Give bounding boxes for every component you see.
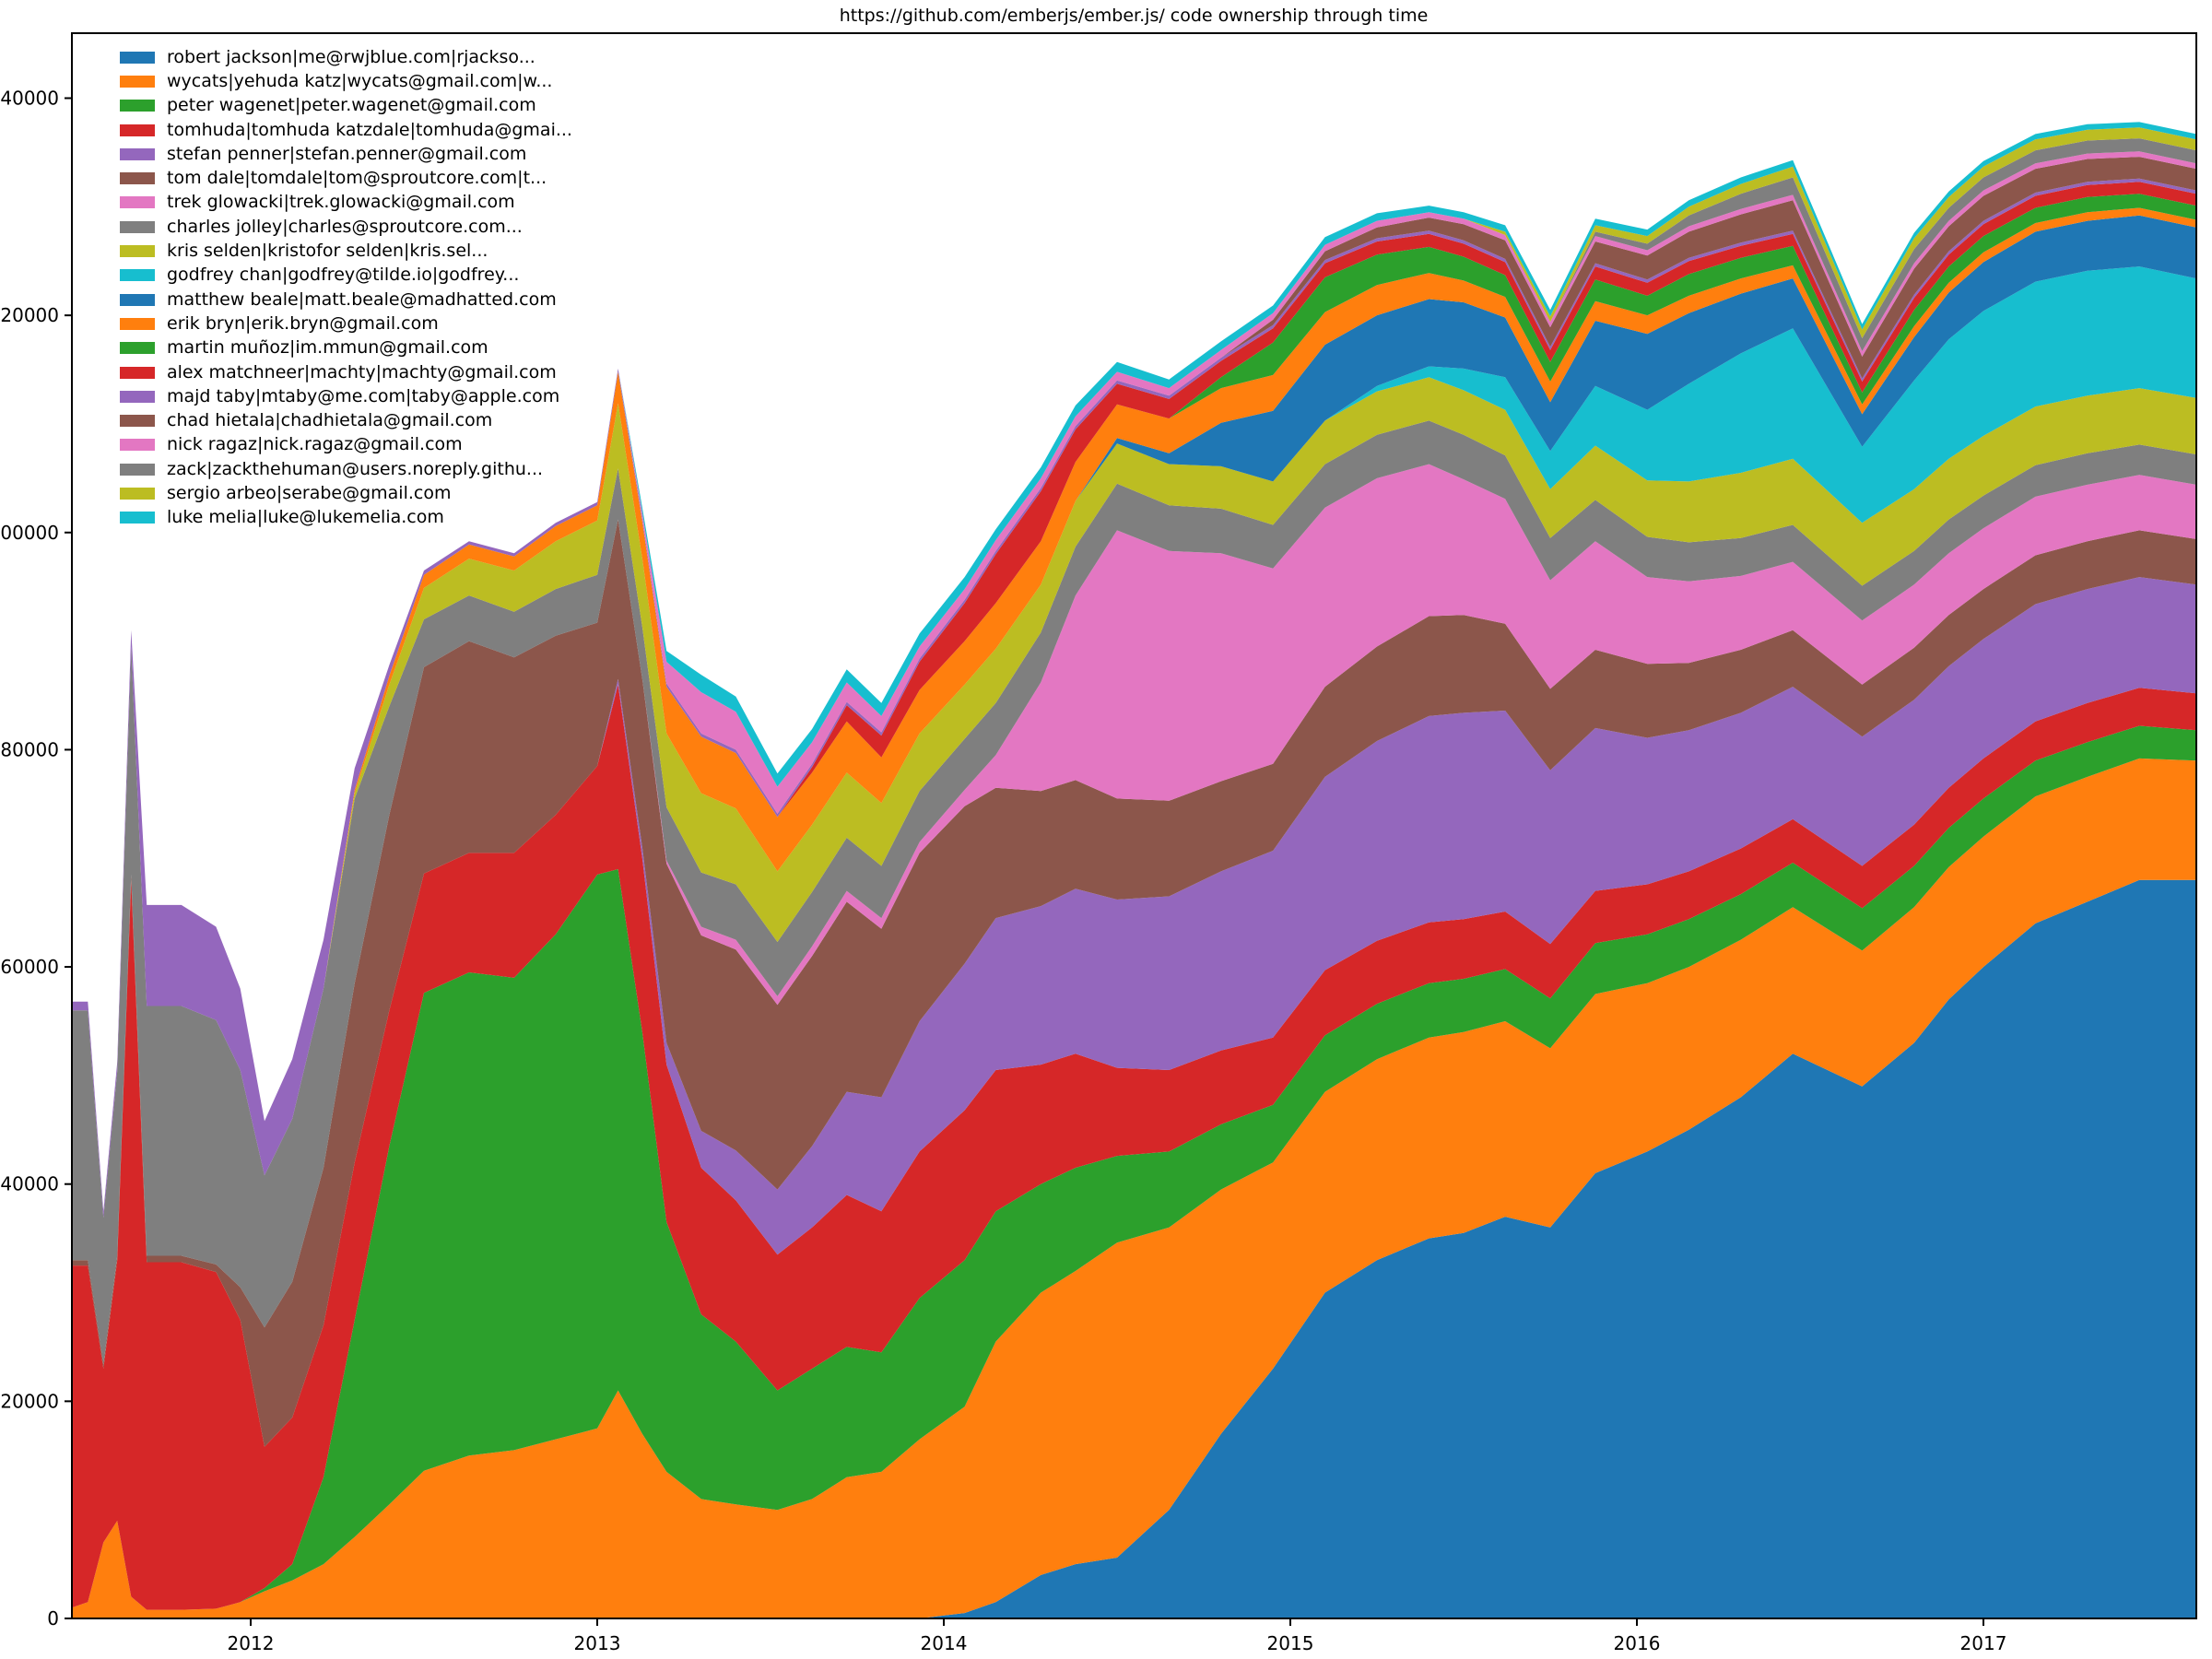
legend-label: luke melia|luke@lukemelia.com xyxy=(167,507,444,528)
area-series-majd-taby-mtaby-me-com-taby- xyxy=(72,178,2196,1218)
legend-swatch xyxy=(120,390,155,403)
legend-label: chad hietala|chadhietala@gmail.com xyxy=(167,410,493,431)
area-series-wycats-yehuda-katz-wycats-gm xyxy=(72,758,2196,1618)
y-tick-label: 40000 xyxy=(0,1173,59,1195)
area-series-stefan-penner-stefan-penner- xyxy=(72,577,2196,1447)
legend-swatch xyxy=(120,415,155,428)
legend-item: chad hietala|chadhietala@gmail.com xyxy=(120,408,572,432)
legend-item: godfrey chan|godfrey@tilde.io|godfrey... xyxy=(120,264,572,288)
x-tick-label: 2015 xyxy=(1267,1632,1314,1654)
area-series-trek-glowacki-trek-glowacki- xyxy=(72,464,2196,1365)
y-tick-label: 60000 xyxy=(0,956,59,978)
legend-item: stefan penner|stefan.penner@gmail.com xyxy=(120,142,572,166)
area-series-charles-jolley-charles-sprou xyxy=(72,420,2196,1365)
area-series-peter-wagenet-peter-wagenet- xyxy=(72,725,2196,1610)
legend-label: sergio arbeo|serabe@gmail.com xyxy=(167,482,452,503)
y-tick-label: 140000 xyxy=(0,88,59,110)
area-series-alex-matchneer-machty-machty xyxy=(72,182,2196,1218)
legend-label: zack|zackthehuman@users.noreply.githu... xyxy=(167,458,544,479)
legend-swatch xyxy=(120,366,155,379)
legend-label: peter wagenet|peter.wagenet@gmail.com xyxy=(167,95,536,116)
area-series-kris-selden-kristofor-selden xyxy=(72,377,2196,1218)
area-series-group xyxy=(72,122,2196,1618)
legend-label: robert jackson|me@rwjblue.com|rjackso... xyxy=(167,46,535,67)
area-series-robert-jackson-me-rwjblue-co xyxy=(72,879,2196,1618)
legend-item: trek glowacki|trek.glowacki@gmail.com xyxy=(120,191,572,215)
legend-label: charles jolley|charles@sproutcore.com... xyxy=(167,216,523,237)
legend-swatch xyxy=(120,269,155,282)
legend-label: martin muñoz|im.mmun@gmail.com xyxy=(167,337,488,359)
legend-swatch xyxy=(120,220,155,233)
area-series-tomhuda-tomhuda-katzdale-tom xyxy=(72,684,2196,1610)
legend-item: majd taby|mtaby@me.com|taby@apple.com xyxy=(120,384,572,408)
chart-title: https://github.com/emberjs/ember.js/ cod… xyxy=(839,6,1429,26)
legend-item: erik bryn|erik.bryn@gmail.com xyxy=(120,312,572,335)
legend-swatch xyxy=(120,245,155,258)
area-series-tom-dale-tomdale-tom-sproutc xyxy=(72,519,2196,1447)
legend-item: luke melia|luke@lukemelia.com xyxy=(120,506,572,530)
legend-swatch xyxy=(120,172,155,185)
legend-swatch xyxy=(120,124,155,136)
x-tick-label: 2013 xyxy=(574,1632,621,1654)
legend-label: majd taby|mtaby@me.com|taby@apple.com xyxy=(167,385,560,406)
legend-label: erik bryn|erik.bryn@gmail.com xyxy=(167,312,439,334)
legend-item: charles jolley|charles@sproutcore.com... xyxy=(120,215,572,239)
legend-item: sergio arbeo|serabe@gmail.com xyxy=(120,481,572,505)
legend-item: matthew beale|matt.beale@madhatted.com xyxy=(120,288,572,312)
legend-swatch xyxy=(120,487,155,500)
legend-item: nick ragaz|nick.ragaz@gmail.com xyxy=(120,433,572,457)
area-series-erik-bryn-erik-bryn-gmail-co xyxy=(72,207,2196,1218)
x-tick-label: 2016 xyxy=(1614,1632,1661,1654)
legend-swatch xyxy=(120,100,155,112)
legend-item: tom dale|tomdale|tom@sproutcore.com|t... xyxy=(120,166,572,190)
legend: robert jackson|me@rwjblue.com|rjackso...… xyxy=(120,45,572,530)
legend-item: peter wagenet|peter.wagenet@gmail.com xyxy=(120,94,572,118)
legend-label: godfrey chan|godfrey@tilde.io|godfrey... xyxy=(167,265,520,286)
legend-swatch xyxy=(120,342,155,355)
legend-swatch xyxy=(120,293,155,306)
y-tick-label: 0 xyxy=(47,1607,59,1630)
legend-swatch xyxy=(120,463,155,476)
legend-swatch xyxy=(120,147,155,160)
legend-item: zack|zackthehuman@users.noreply.githu... xyxy=(120,457,572,481)
legend-label: tom dale|tomdale|tom@sproutcore.com|t... xyxy=(167,168,547,189)
x-tick-label: 2012 xyxy=(228,1632,275,1654)
legend-item: alex matchneer|machty|machty@gmail.com xyxy=(120,360,572,384)
x-tick-label: 2014 xyxy=(921,1632,968,1654)
legend-label: wycats|yehuda katz|wycats@gmail.com|w... xyxy=(167,70,553,91)
y-tick-label: 20000 xyxy=(0,1390,59,1412)
legend-swatch xyxy=(120,196,155,209)
legend-swatch xyxy=(120,75,155,88)
legend-item: tomhuda|tomhuda katzdale|tomhuda@gmai... xyxy=(120,118,572,142)
legend-item: wycats|yehuda katz|wycats@gmail.com|w... xyxy=(120,69,572,93)
legend-label: nick ragaz|nick.ragaz@gmail.com xyxy=(167,434,463,455)
legend-item: martin muñoz|im.mmun@gmail.com xyxy=(120,336,572,360)
y-tick-label: 100000 xyxy=(0,522,59,544)
legend-label: matthew beale|matt.beale@madhatted.com xyxy=(167,288,557,310)
legend-swatch xyxy=(120,512,155,524)
legend-swatch xyxy=(120,439,155,452)
plot-spines xyxy=(71,32,2197,1619)
legend-label: stefan penner|stefan.penner@gmail.com xyxy=(167,143,527,164)
legend-label: trek glowacki|trek.glowacki@gmail.com xyxy=(167,192,515,213)
legend-swatch xyxy=(120,317,155,330)
y-tick-label: 80000 xyxy=(0,738,59,760)
legend-item: kris selden|kristofor selden|kris.sel... xyxy=(120,239,572,263)
legend-item: robert jackson|me@rwjblue.com|rjackso... xyxy=(120,45,572,69)
y-tick-label: 120000 xyxy=(0,304,59,326)
legend-label: alex matchneer|machty|machty@gmail.com xyxy=(167,361,557,382)
legend-swatch xyxy=(120,51,155,64)
x-tick-label: 2017 xyxy=(1960,1632,2007,1654)
legend-label: kris selden|kristofor selden|kris.sel... xyxy=(167,241,488,262)
legend-label: tomhuda|tomhuda katzdale|tomhuda@gmai... xyxy=(167,119,572,140)
area-series-godfrey-chan-godfrey-tilde-i xyxy=(72,266,2196,1218)
